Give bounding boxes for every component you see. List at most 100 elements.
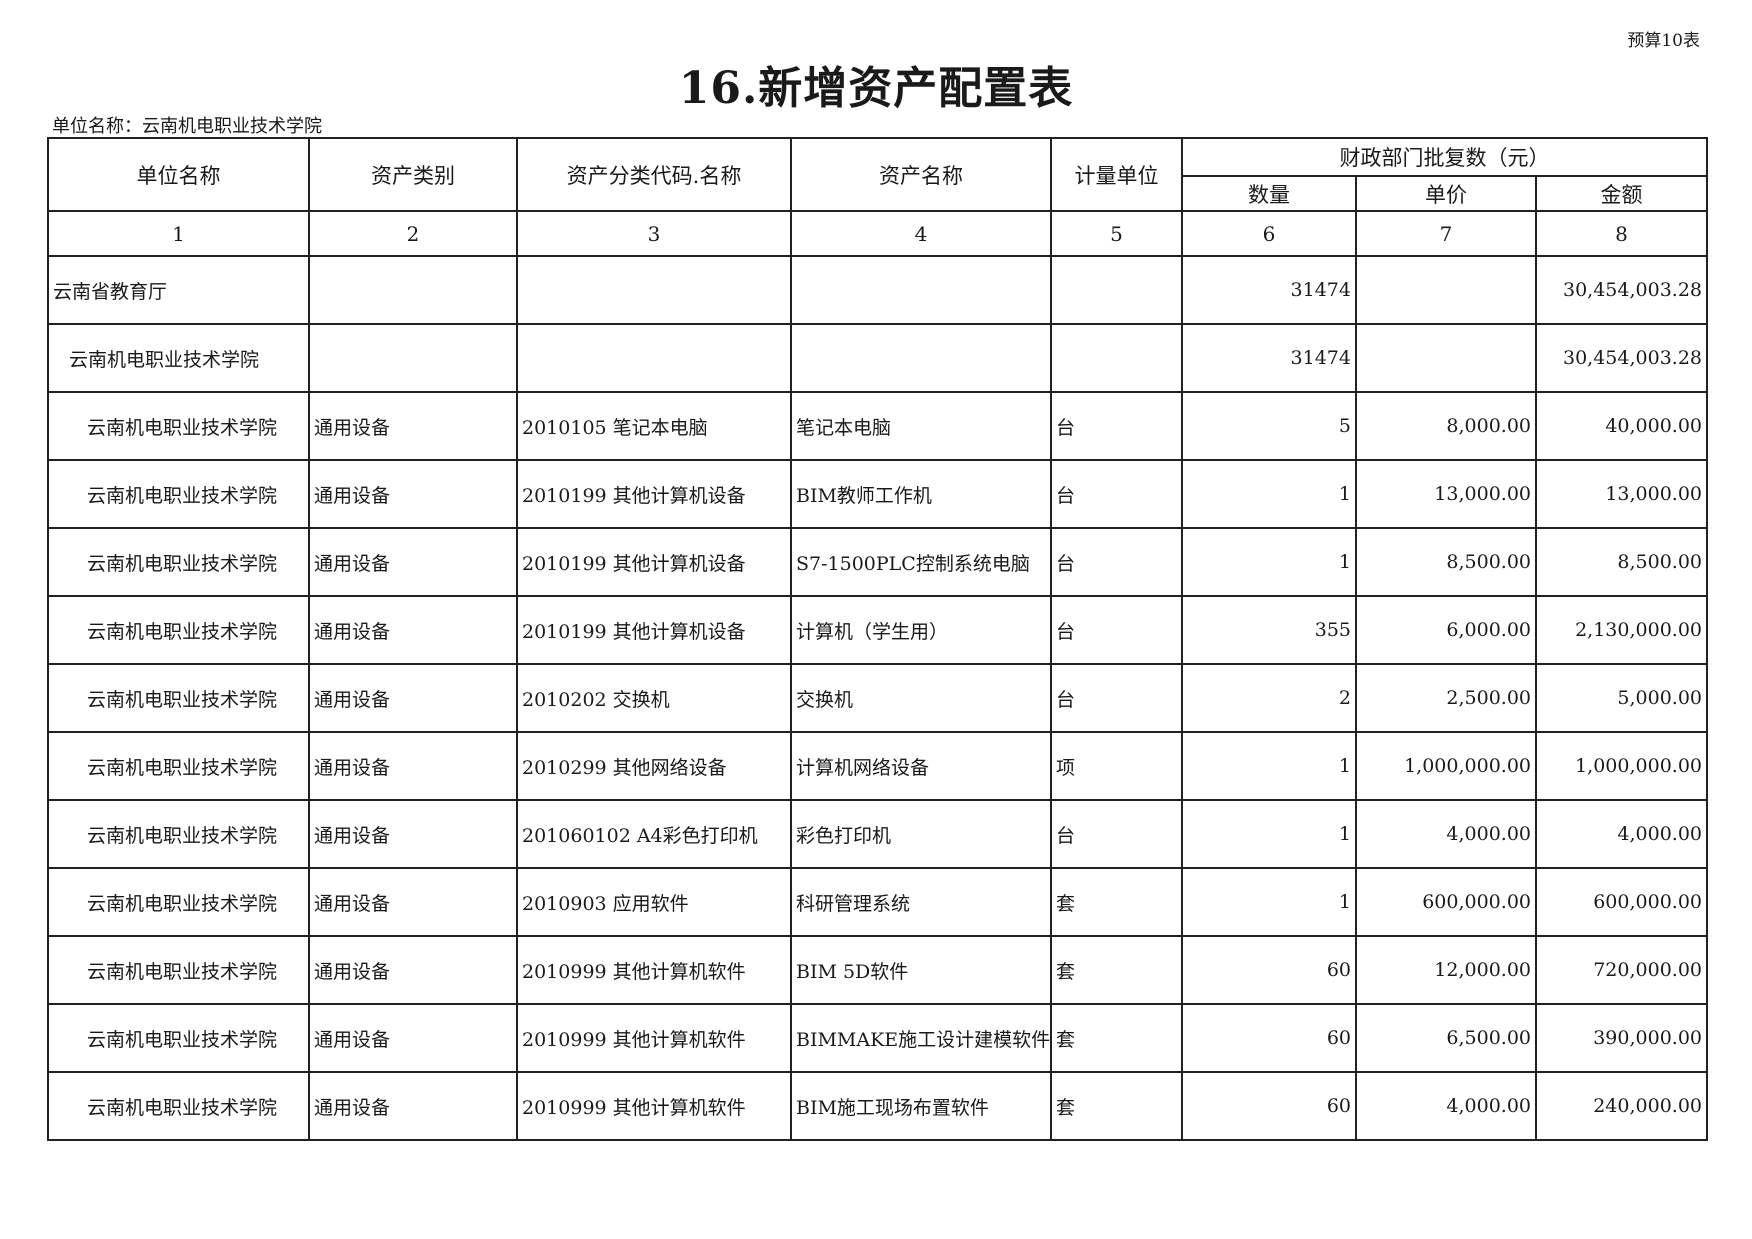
table-row: 云南机电职业技术学院 通用设备 2010903 应用软件 科研管理系统套 1 600,00…	[47, 867, 1709, 937]
column-number: 5	[1050, 210, 1183, 257]
table-row: 云南机电职业技术学院 通用设备 201060102 A4彩色打印机 彩色打印机台 1 4,…	[47, 799, 1709, 869]
table-row: 云南机电职业技术学院 通用设备 2010999 其他计算机软件 BIM施工现场布置软件…	[47, 1071, 1709, 1141]
quantity-cell: 31474	[1181, 323, 1357, 393]
asset-code-cell: 2010199 其他计算机设备	[516, 595, 792, 665]
quantity-cell: 2	[1181, 663, 1357, 733]
unit-name-cell: 云南机电职业技术学院	[47, 459, 310, 529]
amount-cell: 30,454,003.28	[1534, 255, 1709, 325]
quantity-cell: 355	[1181, 595, 1357, 665]
table-row: 云南省教育厅 31474 30,454,003.28	[47, 255, 1709, 325]
measure-unit-cell: 套	[1050, 935, 1183, 1005]
unit-price-cell: 8,000.00	[1355, 391, 1537, 461]
measure-unit-cell: 台	[1050, 459, 1183, 529]
asset-code-cell: 2010199 其他计算机设备	[516, 459, 792, 529]
asset-name-cell: 彩色打印机	[790, 799, 1052, 869]
amount-cell: 4,000.00	[1534, 799, 1709, 869]
measure-unit-cell	[1050, 323, 1183, 393]
asset-category-cell: 通用设备	[308, 935, 518, 1005]
unit-price-cell: 4,000.00	[1355, 1071, 1537, 1141]
measure-unit-cell	[1050, 255, 1183, 325]
unit-name-cell: 云南省教育厅	[47, 255, 310, 325]
column-number: 4	[790, 210, 1052, 257]
asset-code-cell: 2010105 笔记本电脑	[516, 391, 792, 461]
unit-price-cell: 8,500.00	[1355, 527, 1537, 597]
asset-category-cell: 通用设备	[308, 1003, 518, 1073]
column-number: 2	[308, 210, 518, 257]
measure-unit-cell: 台	[1050, 799, 1183, 869]
asset-code-cell: 2010202 交换机	[516, 663, 792, 733]
asset-name-cell	[790, 323, 1052, 393]
unit-price-cell	[1355, 255, 1537, 325]
asset-name-cell: BIM 5D软件	[790, 935, 1052, 1005]
unit-label: 单位名称：云南机电职业技术学院	[52, 116, 322, 137]
header-amount: 金额	[1534, 175, 1709, 212]
amount-cell: 390,000.00	[1534, 1003, 1709, 1073]
asset-category-cell	[308, 255, 518, 325]
asset-name-cell: 科研管理系统	[790, 867, 1052, 937]
asset-code-cell	[516, 323, 792, 393]
amount-cell: 5,000.00	[1534, 663, 1709, 733]
asset-code-cell: 2010999 其他计算机软件	[516, 935, 792, 1005]
unit-name-cell: 云南机电职业技术学院	[47, 867, 310, 937]
table-row: 云南机电职业技术学院 通用设备 2010299 其他网络设备 计算机网络设备项 1 1,0…	[47, 731, 1709, 801]
amount-cell: 600,000.00	[1534, 867, 1709, 937]
asset-code-cell: 2010903 应用软件	[516, 867, 792, 937]
asset-name-cell: 计算机网络设备	[790, 731, 1052, 801]
unit-name-cell: 云南机电职业技术学院	[47, 391, 310, 461]
column-number: 7	[1355, 210, 1537, 257]
table-row: 云南机电职业技术学院 通用设备 2010199 其他计算机设备 S7-1500PLC控…	[47, 527, 1709, 597]
page-title: 16.新增资产配置表	[678, 63, 1074, 114]
amount-cell: 720,000.00	[1534, 935, 1709, 1005]
amount-cell: 13,000.00	[1534, 459, 1709, 529]
amount-cell: 240,000.00	[1534, 1071, 1709, 1141]
measure-unit-cell: 台	[1050, 663, 1183, 733]
header-unit-price: 单价	[1355, 175, 1537, 212]
quantity-cell: 5	[1181, 391, 1357, 461]
quantity-cell: 31474	[1181, 255, 1357, 325]
header-measure-unit: 计量单位	[1050, 137, 1183, 212]
measure-unit-cell: 台	[1050, 527, 1183, 597]
unit-name-cell: 云南机电职业技术学院	[47, 527, 310, 597]
asset-code-cell: 2010199 其他计算机设备	[516, 527, 792, 597]
column-number: 3	[516, 210, 792, 257]
unit-price-cell: 12,000.00	[1355, 935, 1537, 1005]
asset-category-cell: 通用设备	[308, 1071, 518, 1141]
column-number: 8	[1534, 210, 1709, 257]
quantity-cell: 60	[1181, 935, 1357, 1005]
header-asset-code-name: 资产分类代码.名称	[516, 137, 792, 212]
header-asset-category: 资产类别	[308, 137, 518, 212]
column-number: 1	[47, 210, 310, 257]
unit-name-cell: 云南机电职业技术学院	[47, 595, 310, 665]
form-number: 预算10表	[1627, 31, 1700, 51]
measure-unit-cell: 台	[1050, 595, 1183, 665]
asset-category-cell: 通用设备	[308, 867, 518, 937]
quantity-cell: 1	[1181, 527, 1357, 597]
asset-category-cell: 通用设备	[308, 731, 518, 801]
unit-price-cell: 4,000.00	[1355, 799, 1537, 869]
unit-name-cell: 云南机电职业技术学院	[47, 323, 310, 393]
measure-unit-cell: 套	[1050, 867, 1183, 937]
unit-price-cell: 2,500.00	[1355, 663, 1537, 733]
table-row: 云南机电职业技术学院 通用设备 2010199 其他计算机设备 计算机（学生用）台 35…	[47, 595, 1709, 665]
unit-name-cell: 云南机电职业技术学院	[47, 731, 310, 801]
measure-unit-cell: 套	[1050, 1003, 1183, 1073]
asset-category-cell: 通用设备	[308, 663, 518, 733]
asset-category-cell: 通用设备	[308, 595, 518, 665]
quantity-cell: 1	[1181, 459, 1357, 529]
quantity-cell: 1	[1181, 731, 1357, 801]
header-approved-group: 财政部门批复数（元）	[1180, 137, 1709, 177]
asset-name-cell: 计算机（学生用）	[790, 595, 1052, 665]
header-unit-name: 单位名称	[47, 137, 310, 212]
header-quantity: 数量	[1181, 175, 1357, 212]
asset-category-cell: 通用设备	[308, 799, 518, 869]
unit-name-cell: 云南机电职业技术学院	[47, 799, 310, 869]
asset-name-cell	[790, 255, 1052, 325]
unit-price-cell: 600,000.00	[1355, 867, 1537, 937]
unit-name-cell: 云南机电职业技术学院	[47, 663, 310, 733]
quantity-cell: 60	[1181, 1003, 1357, 1073]
asset-category-cell: 通用设备	[308, 459, 518, 529]
table-row: 云南机电职业技术学院 通用设备 2010202 交换机 交换机台 2 2,500.00 5,…	[47, 663, 1709, 733]
unit-price-cell: 13,000.00	[1355, 459, 1537, 529]
unit-price-cell: 6,500.00	[1355, 1003, 1537, 1073]
